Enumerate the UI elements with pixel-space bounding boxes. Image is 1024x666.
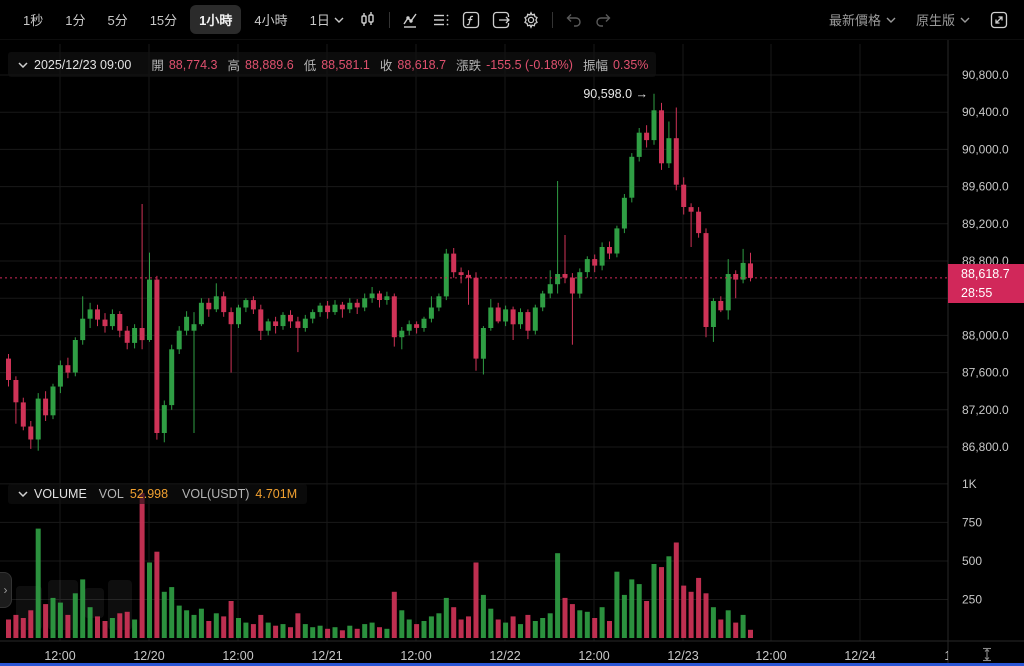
svg-text:90,000.0: 90,000.0 <box>962 142 1009 156</box>
svg-text:87,200.0: 87,200.0 <box>962 403 1009 417</box>
price-axis-labels: 90,800.0 90,400.0 90,000.0 89,600.0 89,200.0… <box>962 68 1009 454</box>
vol-usdt-value: 4.701M <box>255 487 298 501</box>
ohlc-info-bar: 2025/12/23 09:00 開 88,774.3 高 88,889.6 低 88… <box>8 52 657 77</box>
svg-text:1K: 1K <box>962 477 977 491</box>
axis-scale-resize-handle[interactable] <box>978 646 996 662</box>
svg-text:750: 750 <box>962 515 982 529</box>
volume-title: VOLUME <box>34 487 87 501</box>
svg-text:12/23: 12/23 <box>667 649 698 663</box>
chart-version-label: 原生版 <box>915 13 955 28</box>
interval-button[interactable]: 1日 <box>301 5 353 34</box>
chart-version-dropdown[interactable]: 原生版 <box>910 6 976 33</box>
vol-usdt-label: VOL(USDT) <box>182 487 250 501</box>
svg-text:12/21: 12/21 <box>311 649 342 663</box>
svg-text:87,600.0: 87,600.0 <box>962 366 1009 380</box>
indicators-icon[interactable] <box>396 6 426 34</box>
open-value: 88,774.3 <box>168 57 218 72</box>
volume-bars <box>6 493 753 638</box>
time-axis-labels: 12:00 12/20 12:00 12/21 12:00 12/22 12:00 12/23… <box>44 649 975 663</box>
interval-button[interactable]: 15分 <box>149 13 178 28</box>
open-label: 開 <box>151 59 164 73</box>
formula-fx-icon[interactable] <box>456 6 486 34</box>
svg-text:500: 500 <box>962 554 982 568</box>
svg-text:90,800.0: 90,800.0 <box>962 68 1009 82</box>
interval-button[interactable]: 1小時 <box>190 5 242 34</box>
chevron-down-icon <box>886 17 896 23</box>
vol-label: VOL <box>98 487 124 501</box>
price-mode-dropdown[interactable]: 最新價格 <box>823 6 902 33</box>
svg-text:12:00: 12:00 <box>222 649 253 663</box>
svg-text:86,800.0: 86,800.0 <box>962 440 1009 454</box>
svg-text:89,600.0: 89,600.0 <box>962 180 1009 194</box>
templates-list-icon[interactable] <box>426 6 456 34</box>
amplitude-label: 振幅 <box>582 59 608 73</box>
svg-text:12:00: 12:00 <box>944 649 975 663</box>
candlestick-chart-canvas[interactable]: 90,598.0 → 90,800.0 90,400.0 90,000.0 89,600… <box>0 40 1024 666</box>
svg-text:12/24: 12/24 <box>844 649 875 663</box>
side-panel-toggle-handle[interactable]: › <box>0 572 12 608</box>
svg-text:89,200.0: 89,200.0 <box>962 217 1009 231</box>
low-label: 低 <box>303 59 317 73</box>
chevron-down-icon <box>334 17 344 23</box>
price-mode-label: 最新價格 <box>828 13 881 28</box>
vertical-resize-icon <box>983 647 991 661</box>
chevron-down-icon <box>960 17 970 23</box>
svg-text:12:00: 12:00 <box>755 649 786 663</box>
chart-toolbar: 1秒 1分 5分 15分 1小時 4小時 1日 <box>0 0 1024 40</box>
close-label: 收 <box>379 59 393 73</box>
volume-axis-labels: 1K 750 500 250 <box>962 477 982 607</box>
svg-text:12:00: 12:00 <box>400 649 431 663</box>
export-chart-icon[interactable] <box>486 6 516 34</box>
svg-text:12:00: 12:00 <box>578 649 609 663</box>
toolbar-divider <box>551 11 553 28</box>
interval-button[interactable]: 4小時 <box>254 13 288 28</box>
svg-text:88,000.0: 88,000.0 <box>962 328 1009 342</box>
candles <box>6 93 753 451</box>
svg-text:12/20: 12/20 <box>133 649 164 663</box>
settings-gear-icon[interactable] <box>516 6 546 34</box>
high-annotation: 90,598.0 → <box>583 87 648 101</box>
bottom-accent-bar <box>0 663 1024 666</box>
svg-text:12/22: 12/22 <box>489 649 520 663</box>
interval-button[interactable]: 1分 <box>65 13 86 28</box>
candle-datetime: 2025/12/23 09:00 <box>34 57 132 72</box>
svg-text:90,400.0: 90,400.0 <box>962 105 1009 119</box>
collapse-price-pane-icon[interactable] <box>12 61 34 68</box>
volume-header: VOLUME VOL 52.998 VOL(USDT) 4.701M <box>8 484 308 504</box>
change-label: 漲跌 <box>456 59 482 73</box>
interval-button[interactable]: 1秒 <box>23 13 44 28</box>
toolbar-divider <box>388 11 390 28</box>
current-price-box[interactable]: 88,618.7 28:55 <box>948 264 1024 303</box>
candle-countdown: 28:55 <box>961 286 993 300</box>
chevron-right-icon: › <box>3 583 8 597</box>
interval-button[interactable]: 5分 <box>107 13 128 28</box>
candlestick-style-icon[interactable] <box>353 6 383 34</box>
low-value: 88,581.1 <box>321 57 370 72</box>
fullscreen-expand-icon[interactable] <box>984 6 1014 34</box>
high-value: 88,889.6 <box>245 57 294 72</box>
amplitude-value: 0.35% <box>612 57 649 72</box>
undo-icon[interactable] <box>559 6 589 34</box>
high-label: 高 <box>227 59 241 73</box>
collapse-volume-pane-icon[interactable] <box>12 491 34 497</box>
current-price-value: 88,618.7 <box>961 267 1010 281</box>
svg-text:250: 250 <box>962 593 982 607</box>
vol-value: 52.998 <box>129 487 169 501</box>
close-value: 88,618.7 <box>397 57 447 72</box>
interval-selector: 1秒 1分 5分 15分 1小時 4小時 1日 <box>14 5 353 34</box>
redo-icon[interactable] <box>589 6 619 34</box>
vertical-gridlines <box>59 44 861 641</box>
change-value: -155.5 (-0.18%) <box>486 57 573 72</box>
svg-text:12:00: 12:00 <box>44 649 75 663</box>
